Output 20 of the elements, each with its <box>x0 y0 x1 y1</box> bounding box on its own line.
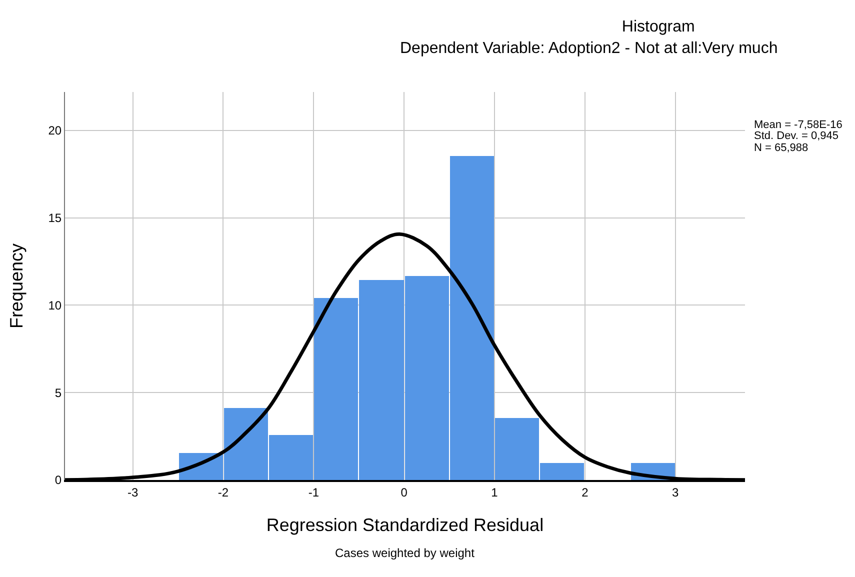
text: N = 65,988 <box>754 142 808 154</box>
text: Cases weighted by weight <box>335 546 476 560</box>
x-axis-title: Regression Standardized Residual <box>266 515 544 535</box>
chart-subtitle: Dependent Variable: Adoption2 - Not at all:Very much <box>400 40 778 57</box>
x-tick-label: -1 <box>308 485 320 500</box>
x-tick-label: -3 <box>127 485 138 500</box>
y-tick-label: 0 <box>54 473 62 488</box>
y-tick-label: 15 <box>48 211 62 226</box>
y-axis-title: Frequency <box>6 243 26 329</box>
x-tick-label: -2 <box>218 485 229 500</box>
text: Std. Dev. = 0,945 <box>754 130 838 142</box>
x-tick-label: 1 <box>491 485 498 500</box>
chart-title: Histogram <box>622 18 695 36</box>
y-tick-label: 20 <box>48 124 62 138</box>
x-tick-label: 2 <box>582 485 589 500</box>
y-tick-label: 10 <box>48 298 62 312</box>
text: Mean = -7,58E-16 <box>754 119 842 131</box>
x-tick-label: 3 <box>672 485 680 500</box>
y-tick-label: 5 <box>54 386 62 400</box>
x-tick-label: 0 <box>400 485 408 500</box>
